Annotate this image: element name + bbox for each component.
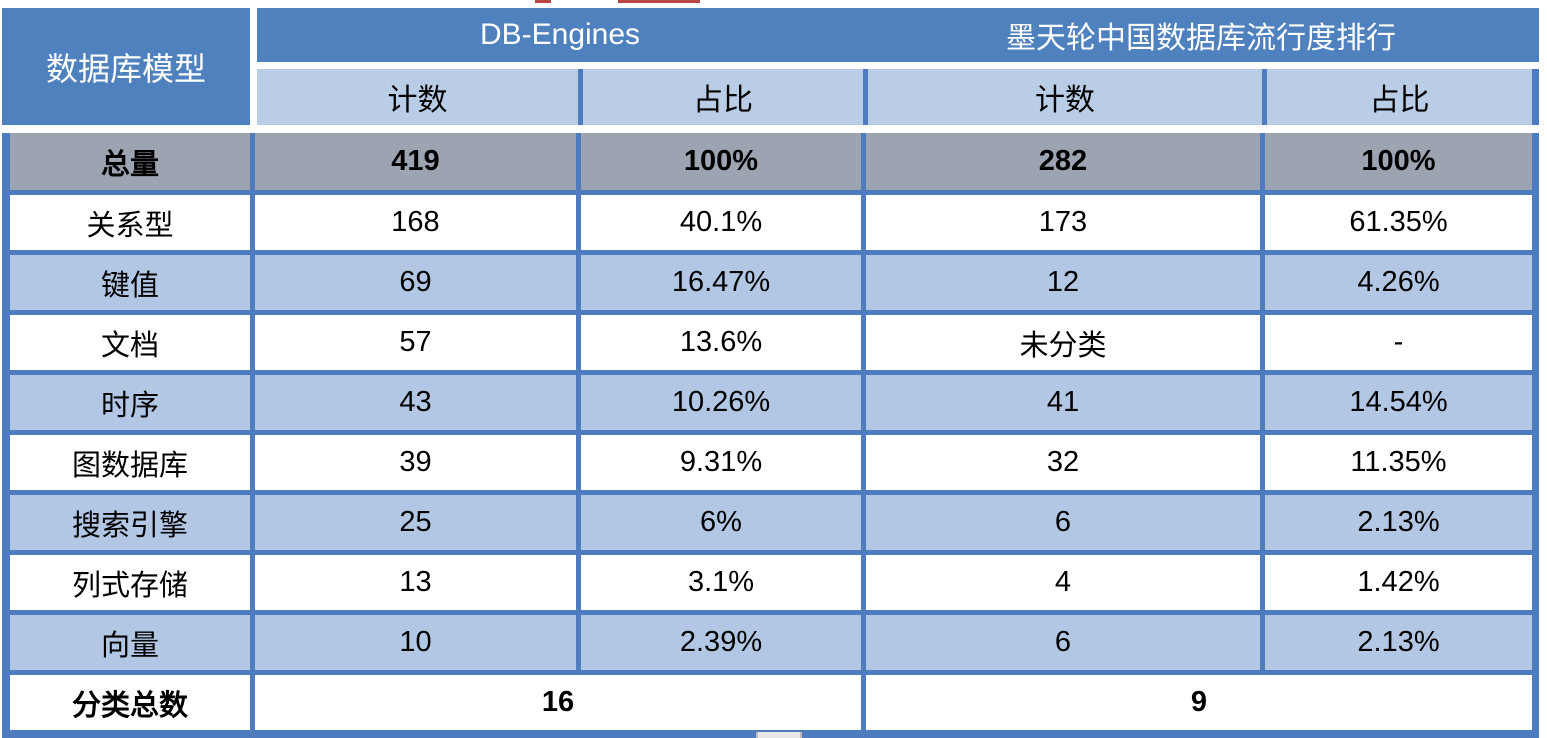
table-row: 搜索引擎 25 6% 6 2.13% <box>2 490 1539 550</box>
database-model-comparison-table: 数据库模型 DB-Engines 墨天轮中国数据库流行度排行 计数 占比 计数 … <box>2 8 1539 738</box>
cell-mtl-count: 未分类 <box>861 315 1260 370</box>
cell-mtl-category-total: 9 <box>861 675 1532 730</box>
row-label: 总量 <box>100 148 159 181</box>
cell-db-share: 9.31% <box>576 435 861 490</box>
table-row-total: 总量 419 100% 282 100% <box>2 133 1539 190</box>
row-label: 图数据库 <box>71 449 188 482</box>
row-label: 搜索引擎 <box>71 509 188 542</box>
cell-mtl-share: 4.26% <box>1260 255 1532 310</box>
header-right-section: DB-Engines 墨天轮中国数据库流行度排行 计数 占比 计数 占比 <box>257 8 1539 125</box>
cell-db-share: 2.39% <box>576 615 861 670</box>
cell-mtl-share: 11.35% <box>1260 435 1532 490</box>
table-row: 图数据库 39 9.31% 32 11.35% <box>2 430 1539 490</box>
cell-db-share: 100% <box>576 133 861 190</box>
cell-mtl-count: 6 <box>861 495 1260 550</box>
cell-db-count: 25 <box>250 495 576 550</box>
cell-mtl-count: 4 <box>861 555 1260 610</box>
sub-header-count-mtl: 计数 <box>863 69 1262 125</box>
table-row: 文档 57 13.6% 未分类 - <box>2 310 1539 370</box>
row-label: 列式存储 <box>71 569 188 602</box>
table-row: 关系型 168 40.1% 173 61.35% <box>2 190 1539 250</box>
row-label: 时序 <box>100 389 159 422</box>
cell-mtl-share: 2.13% <box>1260 615 1532 670</box>
row-label: 关系型 <box>86 209 174 242</box>
header-body-divider <box>2 125 1539 133</box>
cell-db-share: 40.1% <box>576 195 861 250</box>
cell-db-share: 3.1% <box>576 555 861 610</box>
cell-db-share: 10.26% <box>576 375 861 430</box>
table-row: 向量 10 2.39% 6 2.13% <box>2 610 1539 670</box>
cell-db-count: 39 <box>250 435 576 490</box>
corner-header-cell: 数据库模型 <box>2 8 250 125</box>
cell-db-count: 43 <box>250 375 576 430</box>
cell-db-count: 10 <box>250 615 576 670</box>
sub-header-count-db: 计数 <box>257 69 578 125</box>
cell-mtl-share: 2.13% <box>1260 495 1532 550</box>
group-header-motianlun: 墨天轮中国数据库流行度排行 <box>1006 22 1396 55</box>
row-label: 文档 <box>100 329 159 362</box>
cell-mtl-count: 41 <box>861 375 1260 430</box>
cell-mtl-count: 6 <box>861 615 1260 670</box>
cell-db-share: 16.47% <box>576 255 861 310</box>
cell-mtl-count: 173 <box>861 195 1260 250</box>
sub-header-share-mtl: 占比 <box>1262 69 1532 125</box>
cell-mtl-share: 1.42% <box>1260 555 1532 610</box>
table-row: 键值 69 16.47% 12 4.26% <box>2 250 1539 310</box>
cell-mtl-share: 100% <box>1260 133 1532 190</box>
sub-header-share-db: 占比 <box>578 69 863 125</box>
cell-mtl-share: 14.54% <box>1260 375 1532 430</box>
cell-db-count: 69 <box>250 255 576 310</box>
group-header-row: DB-Engines 墨天轮中国数据库流行度排行 <box>257 8 1539 62</box>
cell-db-share: 6% <box>576 495 861 550</box>
cell-db-count: 168 <box>250 195 576 250</box>
cell-mtl-count: 32 <box>861 435 1260 490</box>
cell-db-count: 57 <box>250 315 576 370</box>
cropped-red-text-artifact <box>618 0 700 3</box>
cell-db-category-total: 16 <box>250 675 861 730</box>
header-divider <box>250 8 257 125</box>
cell-mtl-share: 61.35% <box>1260 195 1532 250</box>
row-label: 分类总数 <box>71 689 188 722</box>
sub-header-row: 计数 占比 计数 占比 <box>257 69 1539 125</box>
cell-db-count: 13 <box>250 555 576 610</box>
cropped-red-text-artifact <box>535 0 551 3</box>
group-header-db-engines: DB-Engines <box>479 18 641 51</box>
table-row: 时序 43 10.26% 41 14.54% <box>2 370 1539 430</box>
scrollbar-fragment-artifact <box>756 732 802 738</box>
table-row-category-totals: 分类总数 16 9 <box>2 670 1539 730</box>
cell-mtl-count: 282 <box>861 133 1260 190</box>
header-divider <box>257 62 1539 69</box>
table-header: 数据库模型 DB-Engines 墨天轮中国数据库流行度排行 计数 占比 计数 … <box>2 8 1539 125</box>
cell-mtl-count: 12 <box>861 255 1260 310</box>
row-label: 向量 <box>100 629 159 662</box>
cell-mtl-share: - <box>1260 315 1532 370</box>
cell-db-share: 13.6% <box>576 315 861 370</box>
row-label: 键值 <box>100 269 159 302</box>
cell-db-count: 419 <box>250 133 576 190</box>
table-row: 列式存储 13 3.1% 4 1.42% <box>2 550 1539 610</box>
